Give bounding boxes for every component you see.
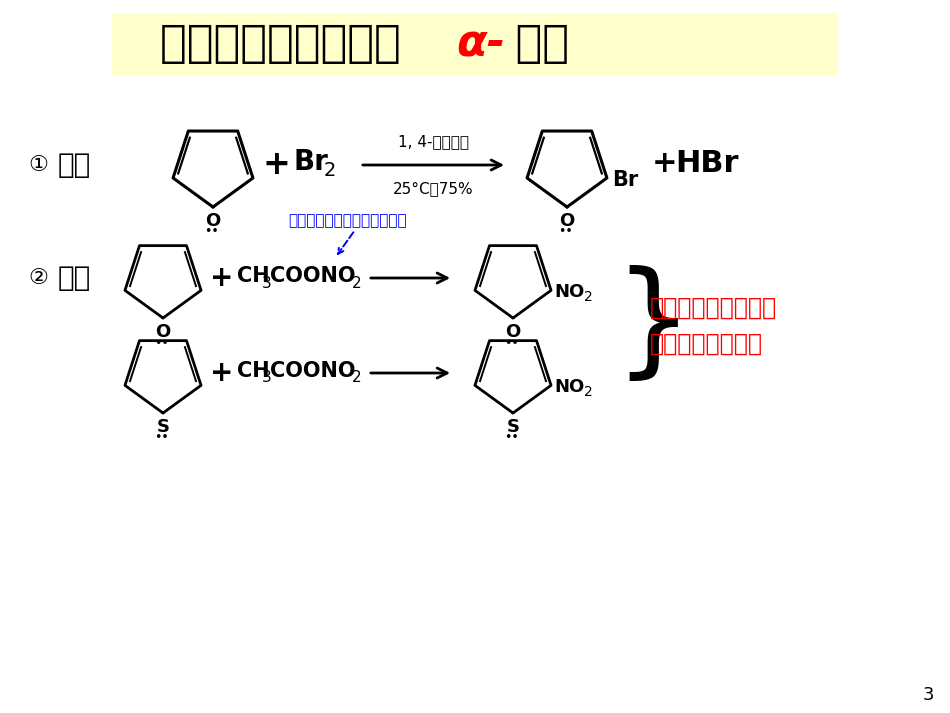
Text: 3: 3 (922, 686, 934, 704)
Text: CH: CH (237, 266, 270, 286)
Text: 硝化: 硝化 (58, 264, 91, 292)
Text: O: O (205, 212, 220, 230)
Text: O: O (505, 323, 521, 341)
Text: 1, 4-二氧六环: 1, 4-二氧六环 (398, 134, 469, 149)
Text: COONO: COONO (270, 266, 355, 286)
Text: }: } (613, 265, 693, 386)
Text: Br: Br (612, 170, 638, 190)
Text: ••: •• (204, 225, 219, 239)
Text: 2: 2 (324, 160, 336, 180)
Text: 醋酸硝酰，一种弱的硝化试剂: 醋酸硝酰，一种弱的硝化试剂 (288, 213, 407, 228)
Text: NO: NO (554, 283, 584, 302)
Text: 卤代: 卤代 (58, 151, 91, 179)
Text: ••: •• (504, 431, 520, 444)
Text: +: + (210, 359, 234, 387)
Text: 2: 2 (352, 371, 362, 386)
Text: COONO: COONO (270, 361, 355, 381)
Text: NO: NO (554, 379, 584, 396)
Text: 不用强酸，否则呋喃: 不用强酸，否则呋喃 (650, 295, 777, 319)
Text: S: S (157, 418, 169, 436)
Text: ①: ① (28, 155, 48, 175)
Text: 3: 3 (262, 371, 272, 386)
Text: 2: 2 (584, 290, 593, 304)
Text: CH: CH (237, 361, 270, 381)
Text: S: S (506, 418, 520, 436)
Text: 25°C，75%: 25°C，75% (393, 181, 474, 196)
Text: 比苯快，新引入基上: 比苯快，新引入基上 (160, 23, 416, 66)
Text: 2: 2 (352, 275, 362, 290)
Text: ••: •• (155, 431, 169, 444)
Text: 位。: 位。 (500, 23, 569, 66)
Text: Br: Br (294, 148, 329, 176)
Text: ••: •• (504, 337, 520, 349)
Text: ••: •• (155, 337, 169, 349)
Text: α-: α- (456, 23, 505, 66)
Text: O: O (156, 323, 171, 341)
FancyBboxPatch shape (112, 13, 838, 75)
Text: 2: 2 (584, 385, 593, 399)
Text: +: + (652, 148, 677, 178)
Text: ②: ② (28, 268, 48, 288)
Text: 或噻吩开环聚合！: 或噻吩开环聚合！ (650, 332, 763, 356)
Text: HBr: HBr (675, 148, 738, 178)
Text: +: + (210, 264, 234, 292)
Text: O: O (560, 212, 575, 230)
Text: +: + (262, 148, 290, 182)
Text: ••: •• (559, 225, 574, 239)
Text: 3: 3 (262, 275, 272, 290)
